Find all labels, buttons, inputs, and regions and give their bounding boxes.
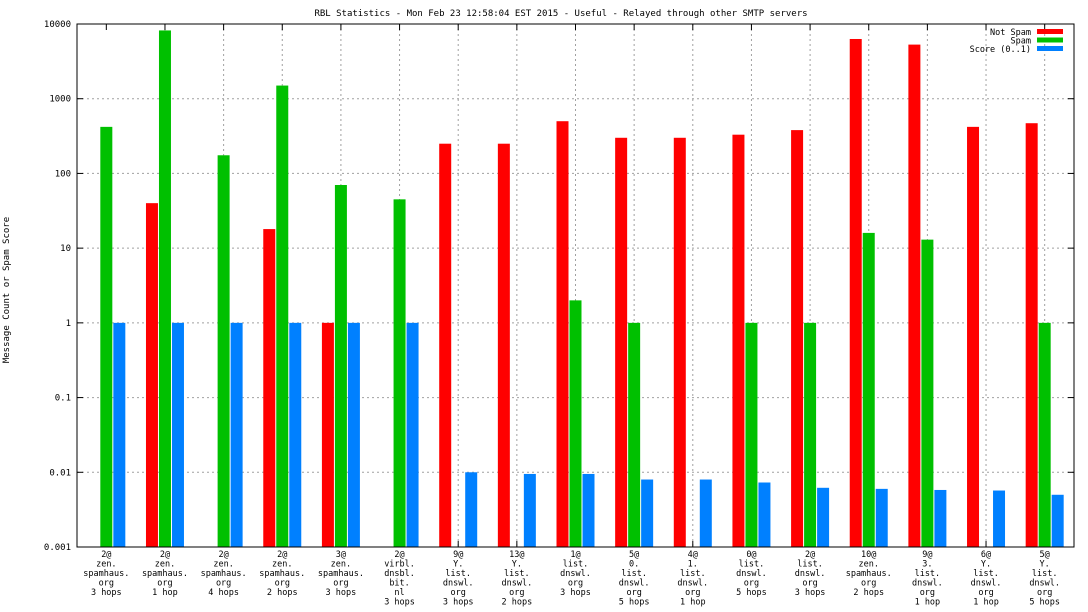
y-tick-labels: 0.001 0.01 0.1 1 10 100 1000 10000: [44, 20, 71, 553]
bar-score-0-1: [347, 322, 360, 547]
bar-score-0-1: [406, 322, 419, 547]
x-tick-label: 9@ Y. list. dnswl. org 3 hops: [443, 550, 474, 608]
x-tick-label: 2@ zen. spamhaus. org 1 hop: [142, 550, 188, 598]
x-tick-label: 4@ 1. list. dnswl. org 1 hop: [677, 550, 708, 608]
bar-spam: [217, 155, 230, 548]
bar-not-spam: [967, 126, 980, 547]
bar-not-spam: [1025, 123, 1038, 547]
y-tick-label: 10000: [44, 20, 71, 30]
plot-frame: [76, 23, 1075, 548]
x-tick-label: 2@ zen. spamhaus. org 3 hops: [83, 550, 129, 598]
bar-spam: [804, 322, 817, 547]
bar-not-spam: [321, 322, 334, 547]
bar-not-spam: [439, 143, 452, 547]
y-tick-label: 0.1: [55, 394, 71, 404]
bar-not-spam: [791, 130, 804, 547]
x-tick-label: 9@ 3. list. dnswl. org 1 hop: [912, 550, 943, 608]
legend-swatch: [1037, 29, 1063, 34]
x-tick-label: 5@ Y. list. dnswl. org 5 hops: [1029, 550, 1060, 608]
bar-not-spam: [263, 229, 276, 547]
bar-not-spam: [732, 134, 745, 547]
bar-spam: [628, 322, 641, 547]
x-tick-label: 6@ Y. list. dnswl. org 1 hop: [971, 550, 1002, 608]
bar-score-0-1: [171, 322, 184, 547]
bar-not-spam: [497, 143, 510, 547]
bar-not-spam: [673, 137, 686, 547]
bar-score-0-1: [523, 473, 536, 547]
y-tick-label: 1000: [49, 95, 71, 105]
y-axis-label: Message Count or Spam Score: [2, 217, 12, 363]
bar-not-spam: [908, 44, 921, 548]
x-tick-label: 10@ zen. spamhaus. org 2 hops: [846, 550, 892, 598]
bar-score-0-1: [230, 322, 243, 547]
bar-not-spam: [556, 121, 569, 547]
legend-label: Spam: [1011, 37, 1031, 47]
bar-spam: [862, 232, 875, 547]
bar-score-0-1: [641, 479, 654, 547]
x-tick-label: 2@ zen. spamhaus. org 2 hops: [259, 550, 305, 598]
bar-not-spam: [145, 203, 158, 547]
x-tick-labels: 2@ zen. spamhaus. org 3 hops 2@ zen. spamhaus. o…: [83, 550, 1060, 608]
bar-spam: [745, 322, 758, 547]
bar-spam: [100, 126, 113, 547]
bar-spam: [158, 30, 171, 548]
legend-swatch: [1037, 46, 1063, 51]
bar-score-0-1: [875, 488, 888, 547]
x-tick-label: 2@ zen. spamhaus. org 4 hops: [201, 550, 247, 598]
x-tick-label: 0@ list. dnswl. org 5 hops: [736, 550, 767, 598]
x-tick-label: 13@ Y. list. dnswl. org 2 hops: [501, 550, 532, 608]
y-tick-label: 0.001: [44, 543, 71, 553]
legend-label: Not Spam: [990, 28, 1031, 38]
bar-not-spam: [615, 137, 628, 547]
y-tick-label: 10: [60, 244, 71, 254]
bar-spam: [569, 300, 582, 547]
bar-score-0-1: [465, 472, 478, 547]
legend-label: Score (0..1): [970, 45, 1031, 55]
y-tick-label: 100: [55, 169, 71, 179]
x-tick-label: 3@ zen. spamhaus. org 3 hops: [318, 550, 364, 598]
bar-not-spam: [849, 38, 862, 547]
chart-title: RBL Statistics - Mon Feb 23 12:58:04 EST…: [314, 9, 807, 19]
bar-score-0-1: [993, 490, 1006, 547]
bar-spam: [1038, 322, 1051, 547]
bar-score-0-1: [817, 487, 830, 547]
x-tick-label: 5@ 0. list. dnswl. org 5 hops: [619, 550, 650, 608]
x-tick-label: 2@ virbl. dnsbl. bit. nl 3 hops: [384, 550, 415, 608]
bar-spam: [276, 85, 289, 548]
bar-spam: [393, 199, 406, 547]
bar-score-0-1: [582, 473, 595, 547]
x-tick-label: 1@ list. dnswl. org 3 hops: [560, 550, 591, 598]
x-tick-label: 2@ list. dnswl. org 3 hops: [795, 550, 826, 598]
bar-score-0-1: [289, 322, 302, 547]
legend-swatch: [1037, 37, 1063, 43]
bar-spam: [921, 239, 934, 548]
bar-score-0-1: [113, 322, 126, 547]
y-tick-label: 1: [66, 319, 71, 329]
bars-group: [100, 30, 1064, 548]
bar-score-0-1: [699, 479, 712, 547]
bar-score-0-1: [934, 489, 947, 547]
bar-score-0-1: [758, 482, 771, 547]
bar-spam: [334, 185, 347, 547]
bar-score-0-1: [1051, 494, 1064, 547]
y-tick-label: 0.01: [49, 468, 71, 478]
